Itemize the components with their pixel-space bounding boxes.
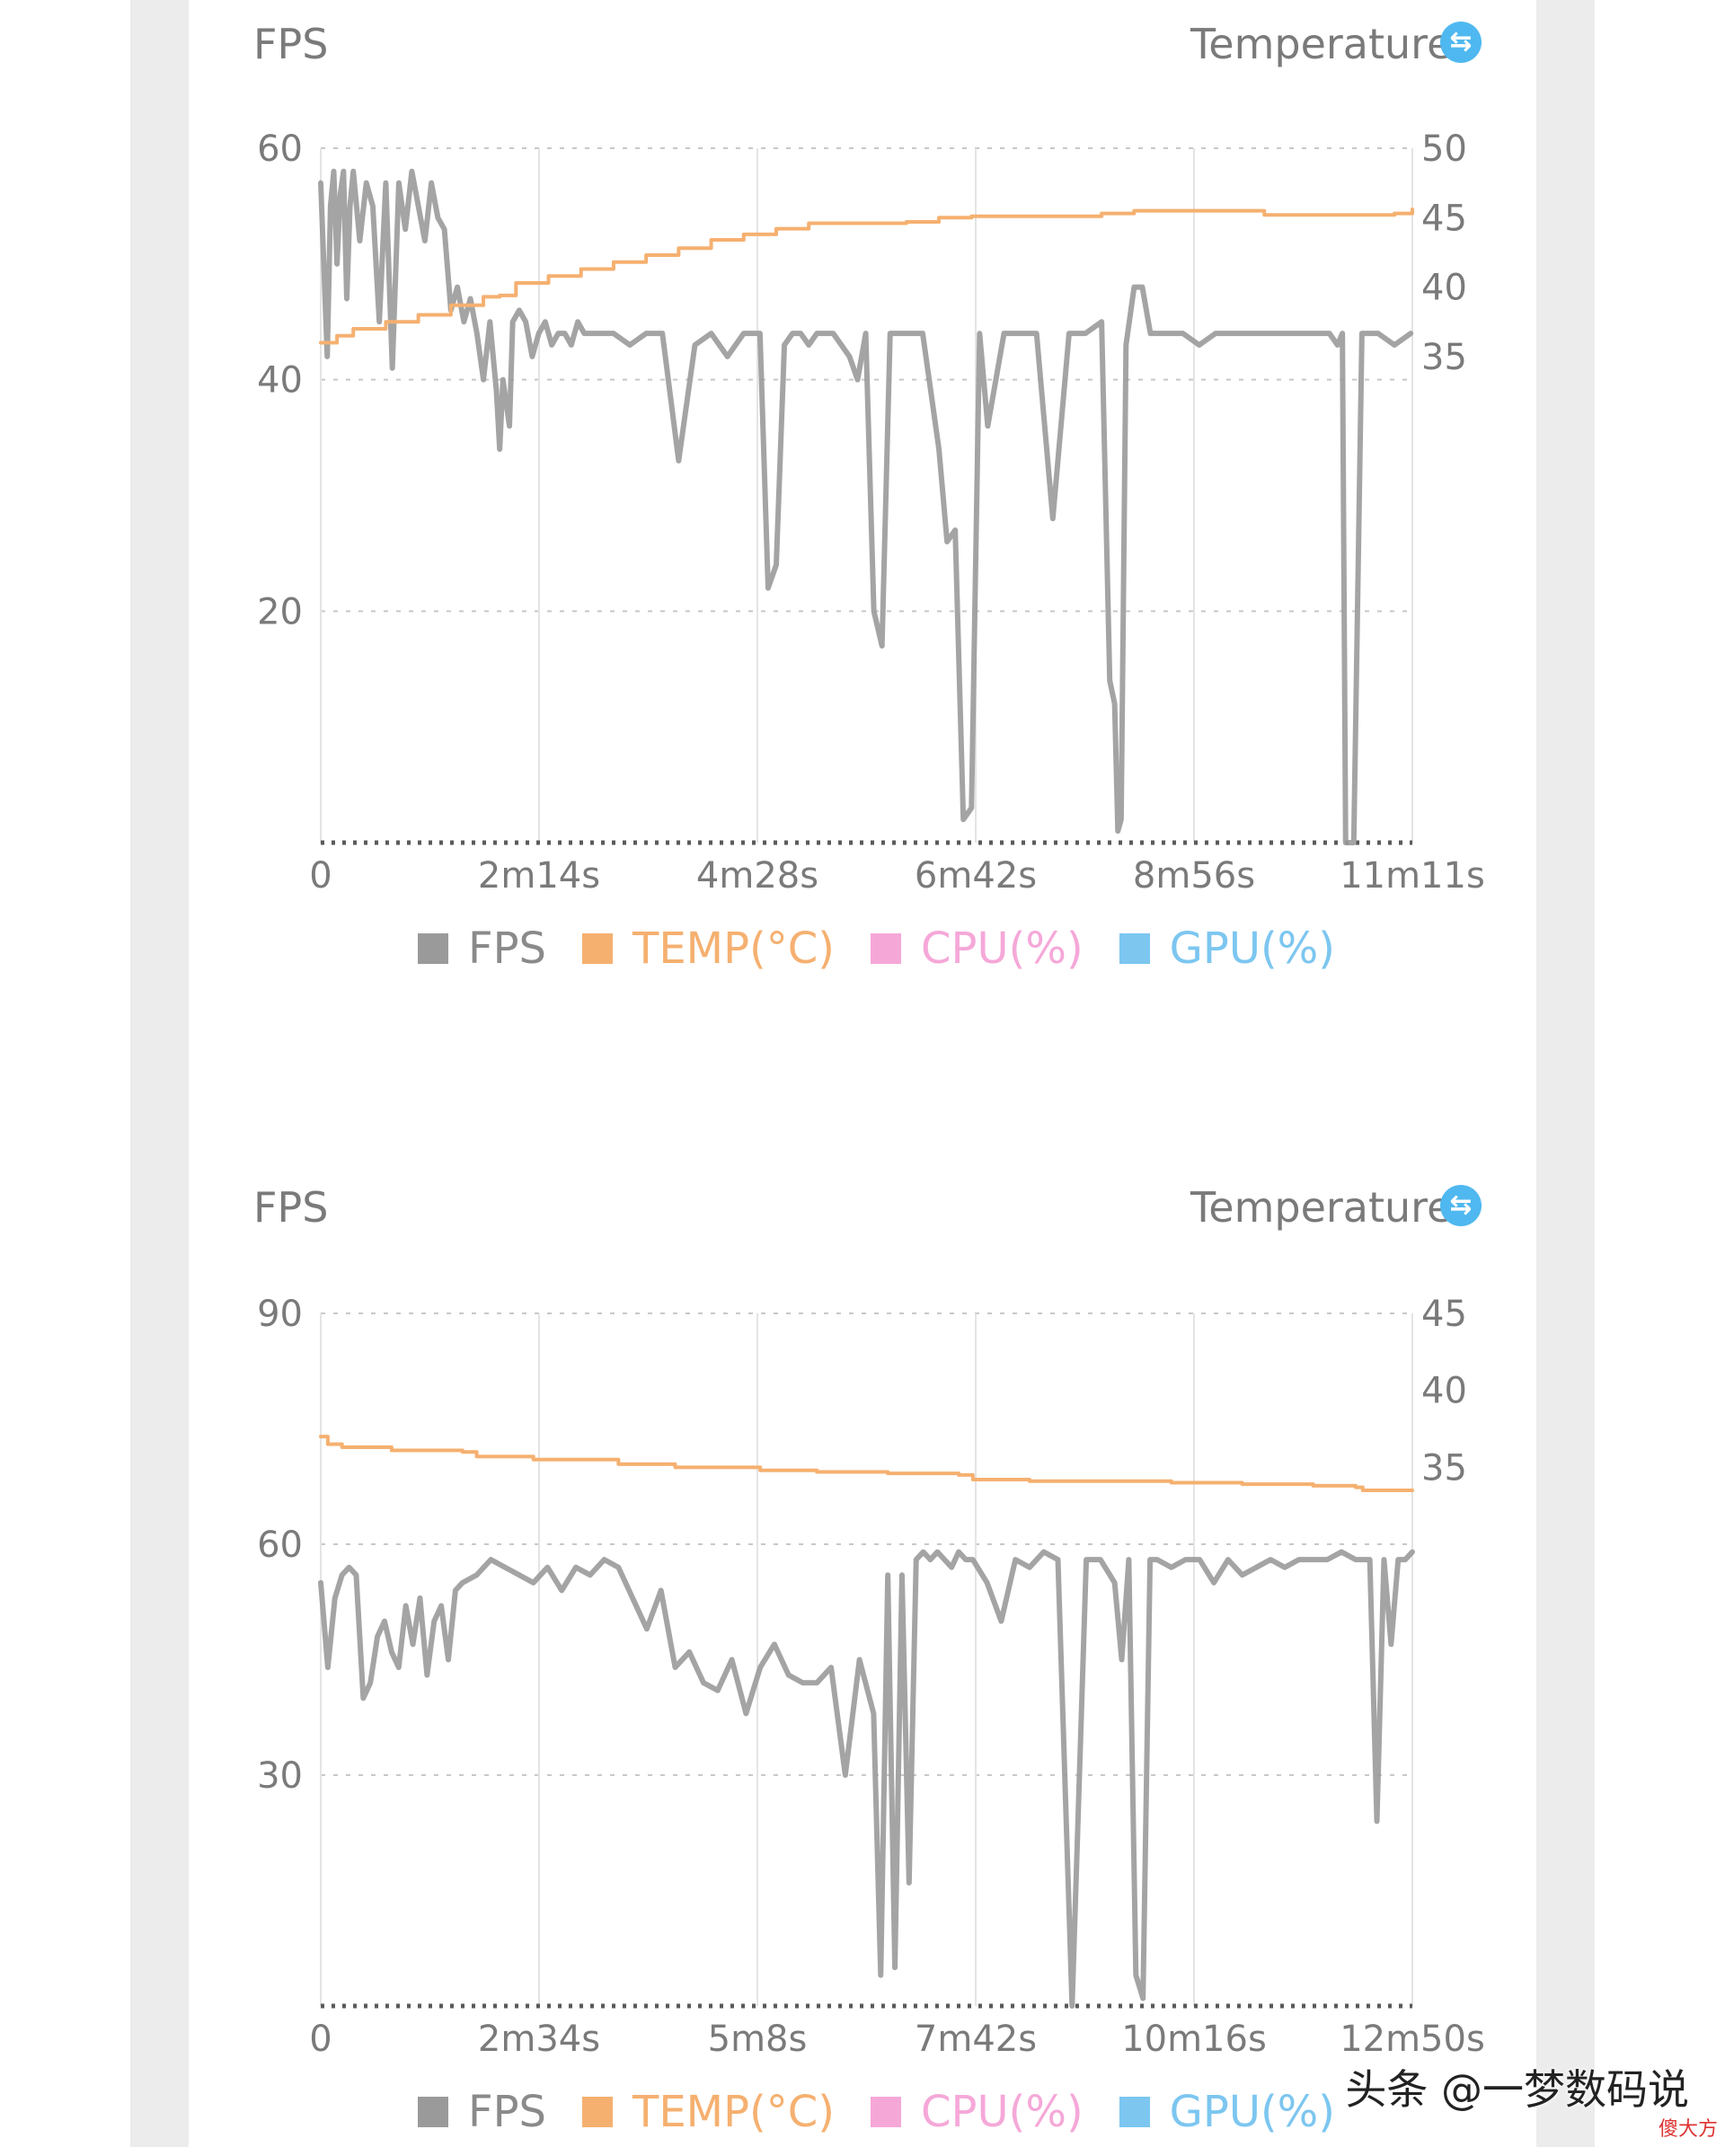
- y-left-tick-label: 60: [257, 128, 303, 170]
- legend-swatch: [871, 933, 902, 964]
- x-tick-label: 11m11s: [1340, 855, 1485, 897]
- legend-swatch: [1119, 2097, 1150, 2127]
- legend-label: GPU(%): [1169, 923, 1336, 974]
- x-tick-label: 2m34s: [478, 2019, 600, 2060]
- legend-label: FPS: [468, 923, 547, 974]
- y-right-tick-label: 40: [1421, 268, 1467, 309]
- y-right-tick-label: 45: [1421, 198, 1467, 239]
- temp-series-line: [319, 1435, 1414, 1493]
- watermark: 头条 @一梦数码说: [1345, 2065, 1689, 2114]
- y-right-tick-label: 45: [1421, 1294, 1467, 1335]
- fps-axis-title: FPS: [253, 20, 329, 68]
- x-tick-label: 0: [309, 855, 332, 897]
- y-left-tick-label: 20: [257, 591, 303, 632]
- swap-icon[interactable]: ⇆: [1440, 1185, 1482, 1226]
- legend-item[interactable]: GPU(%): [1119, 2087, 1335, 2137]
- legend-item[interactable]: TEMP(°C): [582, 2087, 835, 2137]
- legend-label: TEMP(°C): [632, 2087, 836, 2137]
- legend-label: TEMP(°C): [632, 923, 836, 974]
- chart-card-fps-temperature-1: [189, 0, 1536, 997]
- fps-series-line: [318, 168, 1414, 845]
- legend-swatch: [418, 933, 448, 964]
- legend-swatch: [582, 933, 614, 964]
- legend-swatch: [1119, 933, 1150, 964]
- y-left-tick-label: 40: [257, 360, 303, 402]
- y-right-tick-label: 50: [1421, 128, 1467, 170]
- y-right-tick-label: 35: [1421, 337, 1467, 378]
- y-left-tick-label: 90: [257, 1294, 303, 1335]
- legend-item[interactable]: TEMP(°C): [582, 923, 835, 974]
- temperature-axis-title: Temperature: [1190, 20, 1453, 68]
- legend-item[interactable]: FPS: [418, 923, 546, 974]
- legend-label: GPU(%): [1169, 2087, 1336, 2137]
- x-tick-label: 8m56s: [1133, 855, 1255, 897]
- right-background: [1536, 0, 1725, 2147]
- y-right-tick-label: 40: [1421, 1371, 1467, 1412]
- chart-card-fps-temperature-2: [189, 1141, 1536, 2156]
- legend-label: CPU(%): [921, 2087, 1084, 2137]
- watermark-small: 傻大方: [1658, 2118, 1718, 2141]
- legend-swatch: [418, 2097, 448, 2127]
- temp-series-line: [319, 208, 1414, 345]
- swap-icon[interactable]: ⇆: [1440, 22, 1482, 63]
- chart-legend-1: FPS TEMP(°C) CPU(%) GPU(%): [418, 923, 1335, 974]
- legend-item[interactable]: CPU(%): [871, 923, 1084, 974]
- x-tick-label: 4m28s: [696, 855, 818, 897]
- fps-axis-title: FPS: [253, 1183, 329, 1232]
- legend-item[interactable]: GPU(%): [1119, 923, 1335, 974]
- y-left-tick-label: 60: [257, 1524, 303, 1566]
- temperature-axis-title: Temperature: [1190, 1183, 1453, 1232]
- legend-swatch: [582, 2097, 614, 2127]
- x-tick-label: 0: [309, 2019, 332, 2060]
- fps-temperature-chart-1: 20 40 60 35 40 45 50 0 2m14s 4m28s 6m42s 8m56s 11m11…: [257, 128, 1485, 897]
- x-tick-label: 12m50s: [1340, 2019, 1485, 2060]
- legend-item[interactable]: CPU(%): [871, 2087, 1084, 2137]
- legend-item[interactable]: FPS: [418, 2087, 546, 2137]
- y-left-tick-label: 30: [257, 1755, 303, 1797]
- legend-label: FPS: [468, 2087, 547, 2137]
- x-tick-label: 7m42s: [915, 2019, 1037, 2060]
- chart-legend-2: FPS TEMP(°C) CPU(%) GPU(%): [418, 2087, 1335, 2137]
- x-tick-label: 6m42s: [915, 855, 1037, 897]
- left-background: [0, 0, 189, 2147]
- x-tick-label: 10m16s: [1121, 2019, 1267, 2060]
- fps-series-line: [318, 1549, 1415, 2009]
- x-tick-label: 2m14s: [478, 855, 600, 897]
- x-tick-label: 5m8s: [708, 2019, 808, 2060]
- legend-label: CPU(%): [921, 923, 1084, 974]
- legend-swatch: [871, 2097, 902, 2127]
- y-right-tick-label: 35: [1421, 1447, 1467, 1489]
